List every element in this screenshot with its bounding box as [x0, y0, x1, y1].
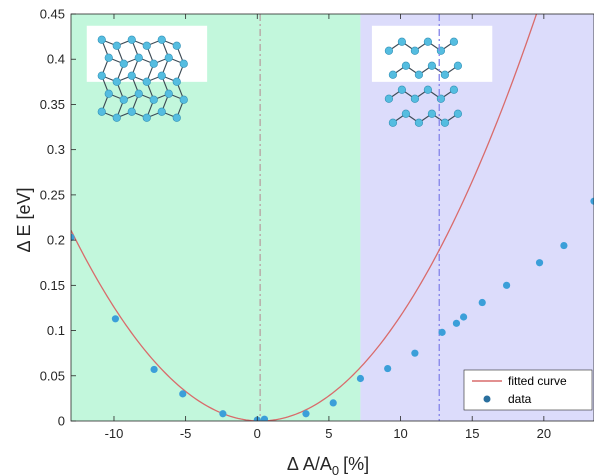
x-tick-label: 20 — [537, 426, 551, 441]
x-tick-label: -10 — [105, 426, 124, 441]
x-axis-label: Δ A/A0 [%] — [287, 454, 369, 475]
y-tick-label: 0.05 — [40, 368, 65, 383]
y-axis-label: Δ E [eV] — [14, 187, 34, 252]
y-tick-label: 0.4 — [47, 52, 65, 67]
x-tick-label: 5 — [325, 426, 332, 441]
inset-structure-left — [86, 25, 208, 122]
x-axis-ticks: -10 -5 0 5 10 15 20 — [105, 14, 551, 441]
y-tick-label: 0.2 — [47, 233, 65, 248]
legend-box — [463, 369, 593, 411]
data-point — [590, 197, 594, 205]
data-point — [478, 298, 486, 307]
legend-data-swatch — [483, 395, 491, 403]
x-tick-label: 15 — [465, 426, 479, 441]
data-point — [502, 281, 511, 289]
data-point — [329, 399, 337, 407]
data-point — [111, 315, 120, 323]
data-point — [302, 410, 310, 418]
fitted-curve-line — [71, 14, 538, 421]
x-tick-label: -5 — [180, 426, 192, 441]
data-point — [179, 390, 187, 398]
data-point — [452, 319, 461, 327]
data-point — [384, 364, 392, 373]
legend-fitted-curve-label: fitted curve — [508, 374, 567, 388]
y-tick-label: 0.3 — [47, 142, 65, 157]
region-1 — [360, 14, 594, 421]
y-tick-label: 0.45 — [40, 7, 65, 22]
y-tick-label: 0.25 — [40, 187, 65, 202]
y-axis-ticks: 0 0.05 0.1 0.15 0.2 0.25 0.3 0.35 0.4 0.45 — [40, 7, 76, 429]
plot-frame — [70, 13, 594, 422]
inset-structure-right — [371, 25, 493, 127]
data-point — [219, 410, 227, 418]
data-point — [438, 328, 446, 336]
y-tick-label: 0 — [58, 414, 65, 429]
data-point — [460, 313, 468, 321]
data-point — [535, 259, 544, 267]
x-tick-label: 10 — [393, 426, 407, 441]
data-point — [560, 241, 568, 250]
data-point — [356, 374, 365, 383]
data-point — [71, 233, 75, 241]
y-tick-label: 0.35 — [40, 97, 65, 112]
y-tick-label: 0.15 — [40, 278, 65, 293]
data-points — [71, 197, 594, 421]
data-point — [260, 415, 269, 421]
shaded-regions — [71, 14, 594, 421]
y-tick-label: 0.1 — [47, 323, 65, 338]
data-point — [150, 365, 158, 374]
legend-data-label: data — [508, 392, 532, 406]
structure-insets — [86, 25, 493, 127]
legend: fitted curve data — [463, 369, 593, 411]
data-point — [411, 349, 419, 357]
x-tick-label: 0 — [254, 426, 261, 441]
